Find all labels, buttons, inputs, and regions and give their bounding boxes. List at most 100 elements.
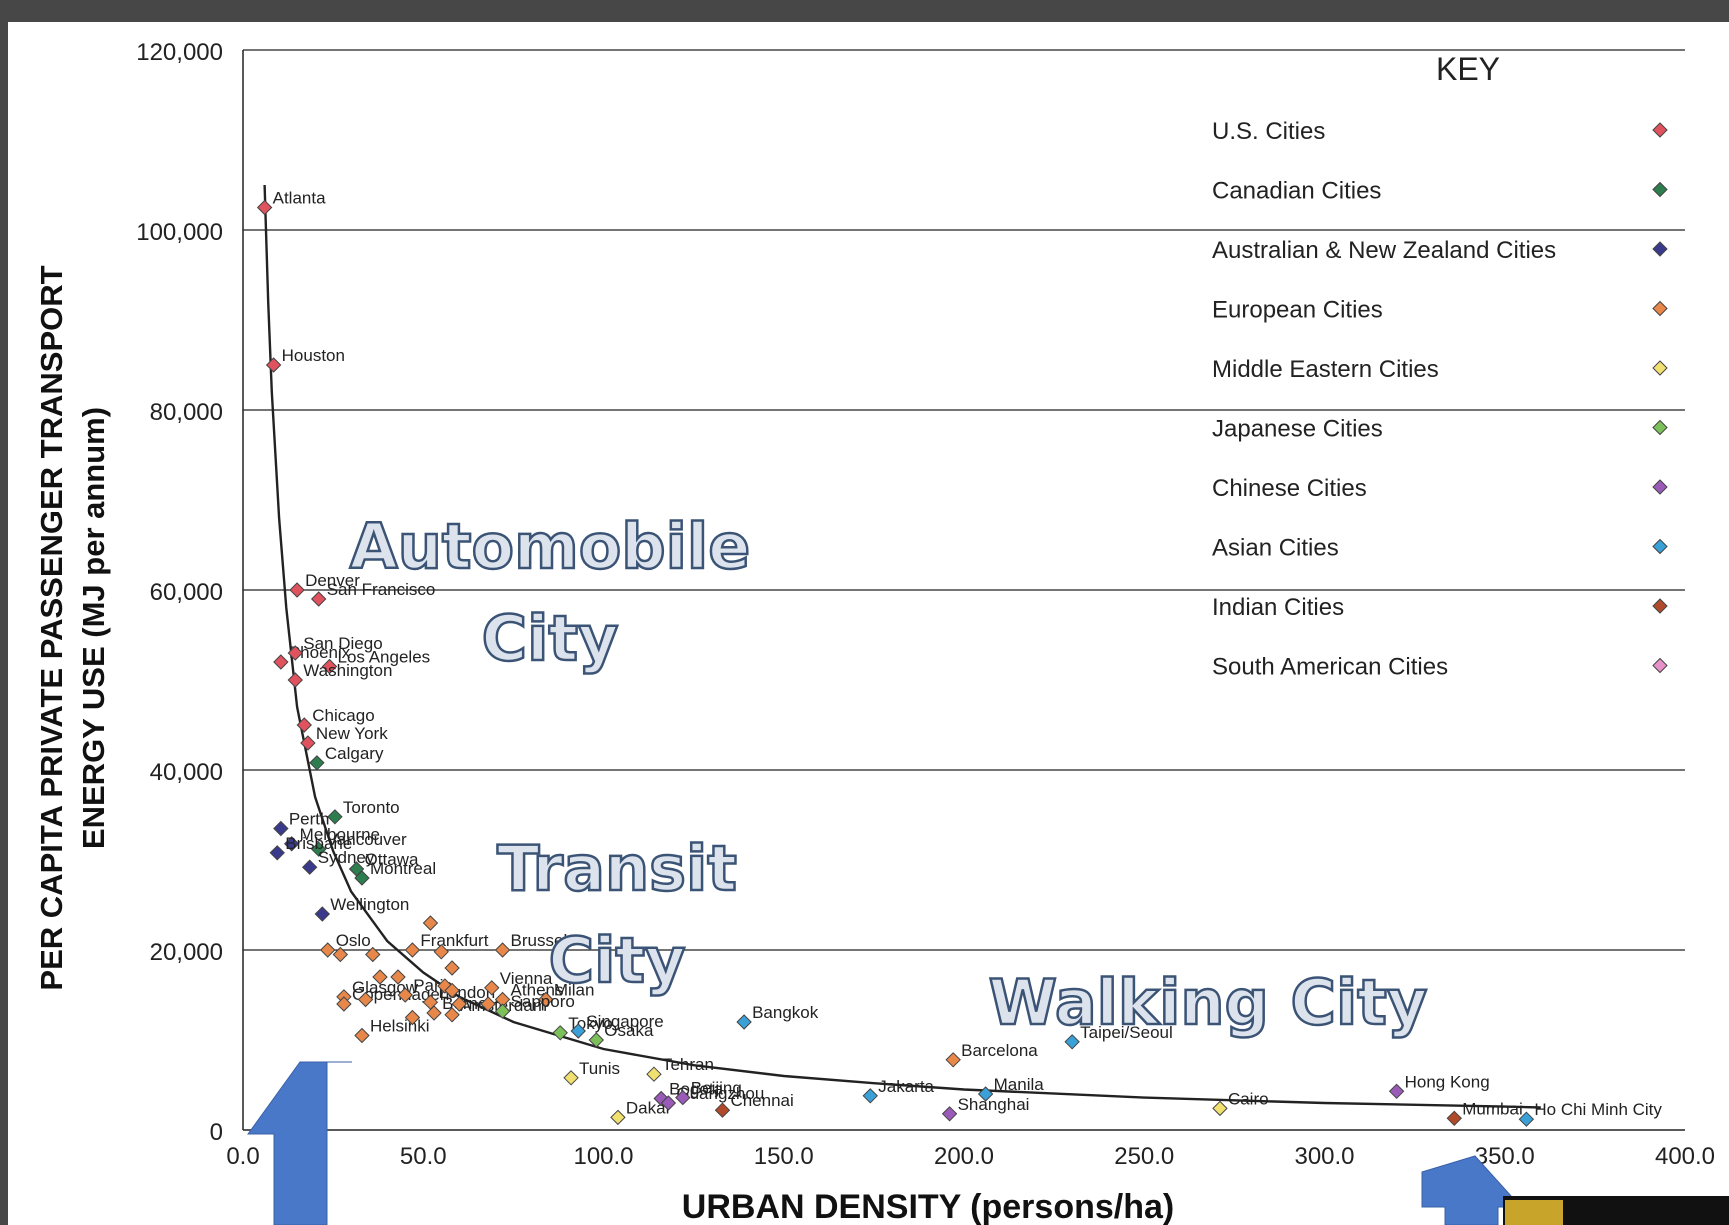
data-point bbox=[484, 980, 500, 996]
x-tick-label: 0.0 bbox=[226, 1143, 259, 1170]
point-label: Sapporo bbox=[511, 992, 575, 1011]
data-point bbox=[675, 1089, 691, 1106]
data-point bbox=[287, 672, 303, 688]
point-label: Vienna bbox=[500, 969, 553, 988]
data-point bbox=[945, 1052, 961, 1068]
data-point bbox=[354, 1027, 370, 1044]
data-point bbox=[390, 969, 406, 985]
x-tick-label: 150.0 bbox=[754, 1143, 814, 1170]
axes bbox=[242, 50, 1685, 1131]
legend: KEY U.S. Cities Canadian Cities Australian… bbox=[1212, 51, 1668, 681]
point-label: Athens bbox=[511, 981, 564, 1000]
data-point bbox=[336, 996, 352, 1012]
point-label: Taipei/Seoul bbox=[1080, 1023, 1173, 1042]
data-point bbox=[444, 1007, 460, 1023]
data-point bbox=[320, 942, 336, 958]
point-label: Melbourne bbox=[300, 825, 380, 844]
point-label: Perth bbox=[289, 810, 330, 829]
data-point bbox=[327, 809, 343, 825]
legend-label: U.S. Cities bbox=[1212, 118, 1325, 145]
legend-marker bbox=[1652, 300, 1668, 317]
legend-marker bbox=[1652, 181, 1668, 198]
legend-label: European Cities bbox=[1212, 297, 1383, 324]
corner-badge-gold bbox=[1505, 1200, 1563, 1225]
data-point bbox=[563, 1070, 579, 1086]
point-label: San Francisco bbox=[327, 580, 436, 599]
arrow-up-left-icon bbox=[247, 1061, 352, 1225]
point-label: Tunis bbox=[579, 1059, 620, 1078]
data-point bbox=[372, 969, 388, 985]
point-label: San Diego bbox=[303, 634, 382, 653]
data-point bbox=[646, 1066, 662, 1082]
point-label: Milan bbox=[554, 981, 595, 1000]
data-point bbox=[1064, 1034, 1080, 1050]
data-point bbox=[273, 654, 289, 670]
point-label: Ho Chi Minh City bbox=[1534, 1100, 1662, 1119]
data-point bbox=[552, 1025, 568, 1041]
point-label: Hong Kong bbox=[1405, 1072, 1490, 1091]
y-tick-label: 40,000 bbox=[150, 759, 223, 786]
data-point bbox=[1518, 1111, 1535, 1127]
data-point bbox=[977, 1086, 994, 1102]
arrow-up-right-icon bbox=[1421, 1155, 1523, 1225]
data-point bbox=[494, 942, 511, 958]
data-point bbox=[296, 717, 312, 733]
y-tick-label: 100,000 bbox=[136, 219, 223, 246]
x-tick-label: 400.0 bbox=[1655, 1143, 1715, 1170]
point-label: Brussels bbox=[511, 931, 576, 950]
data-point bbox=[941, 1106, 958, 1122]
legend-label: Middle Eastern Cities bbox=[1212, 356, 1439, 383]
data-point bbox=[862, 1088, 878, 1104]
legend-marker bbox=[1652, 419, 1668, 436]
y-tick-label: 80,000 bbox=[150, 399, 223, 426]
point-label: Calgary bbox=[325, 744, 384, 763]
legend-marker bbox=[1652, 598, 1668, 614]
data-point bbox=[404, 942, 421, 958]
legend-label: Australian & New Zealand Cities bbox=[1212, 237, 1556, 264]
data-point bbox=[397, 987, 413, 1003]
point-label: Bangkok bbox=[752, 1003, 819, 1022]
data-point bbox=[422, 915, 439, 931]
point-label: Vancouver bbox=[327, 830, 407, 849]
data-point bbox=[426, 1005, 442, 1021]
y-axis-label-line1: PER CAPITA PRIVATE PASSENGER TRANSPORT bbox=[34, 265, 69, 990]
data-point bbox=[256, 199, 273, 216]
point-label: Chennai bbox=[730, 1091, 793, 1110]
annotations: Automobile City Transit City Walking Cit… bbox=[349, 509, 1429, 1041]
data-point bbox=[321, 658, 338, 675]
data-point bbox=[1388, 1083, 1405, 1100]
point-label: Singapore bbox=[586, 1012, 664, 1031]
point-label: Chicago bbox=[312, 706, 374, 725]
tick-labels: 0 20,000 40,000 60,000 80,000 100,000 120,000 0… bbox=[136, 39, 1715, 1170]
data-point bbox=[714, 1102, 731, 1118]
point-label: Ottawa bbox=[365, 850, 419, 869]
data-point bbox=[660, 1095, 677, 1111]
x-tick-label: 300.0 bbox=[1294, 1143, 1354, 1170]
data-point bbox=[480, 996, 496, 1012]
y-axis-label-group: PER CAPITA PRIVATE PASSENGER TRANSPORT E… bbox=[34, 265, 111, 990]
data-point bbox=[310, 591, 327, 607]
data-point bbox=[365, 946, 381, 963]
point-label: Osaka bbox=[604, 1021, 654, 1040]
legend-marker bbox=[1652, 657, 1668, 674]
point-label: Beijing bbox=[691, 1079, 742, 1098]
legend-marker bbox=[1652, 538, 1668, 555]
point-label: Toronto bbox=[343, 798, 400, 817]
annotation-transit-line2: City bbox=[549, 924, 686, 997]
data-point bbox=[588, 1032, 604, 1048]
point-label: Cairo bbox=[1228, 1089, 1269, 1108]
legend-title: KEY bbox=[1436, 51, 1500, 87]
data-point bbox=[287, 645, 303, 661]
data-point bbox=[494, 1003, 511, 1019]
point-label: Jakarta bbox=[878, 1077, 934, 1096]
point-label: Helsinki bbox=[370, 1017, 430, 1036]
legend-label: Chinese Cities bbox=[1212, 475, 1367, 502]
x-tick-label: 50.0 bbox=[400, 1143, 447, 1170]
point-label: Washington bbox=[303, 661, 392, 680]
point-label: Wellington bbox=[330, 895, 409, 914]
legend-marker bbox=[1652, 479, 1668, 495]
y-tick-label: 0 bbox=[210, 1119, 223, 1146]
legend-label: Asian Cities bbox=[1212, 535, 1339, 562]
point-label: Manila bbox=[994, 1075, 1045, 1094]
